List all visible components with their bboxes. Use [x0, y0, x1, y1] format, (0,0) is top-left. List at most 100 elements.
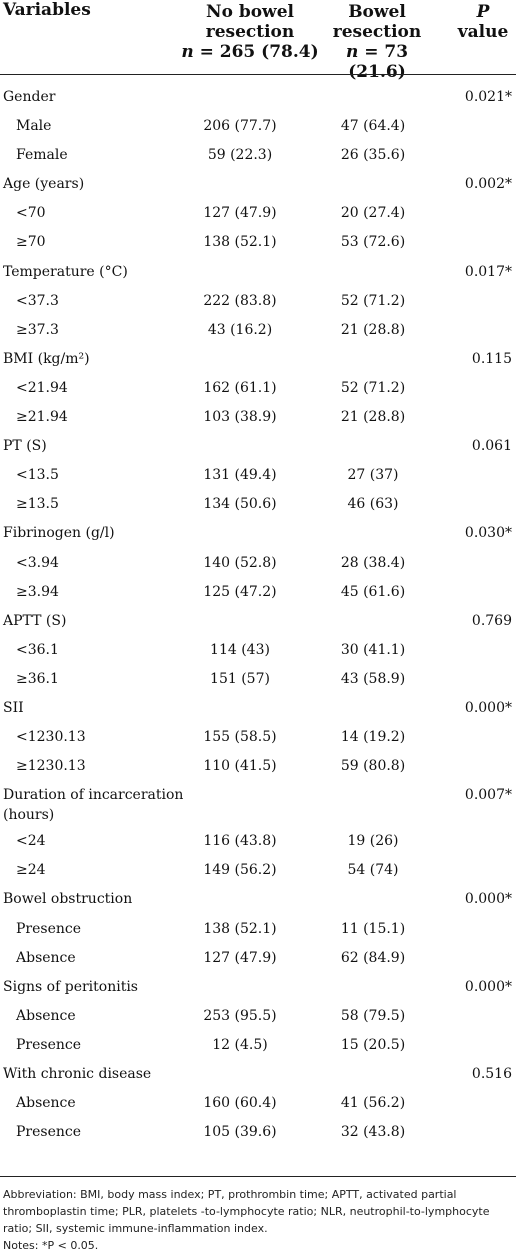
table-row: Signs of peritonitis 0.000* — [0, 973, 516, 1002]
cell-bowel-resection: 47 (64.4) — [340, 118, 406, 135]
row-label: Absence — [16, 949, 76, 966]
row-label: Gender — [3, 89, 56, 105]
cell-no-bowel-resection: 59 (22.3) — [207, 147, 273, 164]
cell-bowel-resection: 21 (28.8) — [340, 321, 406, 338]
cell-p-value: 0.061 — [471, 438, 512, 455]
table-row: Presence 138 (52.1) 11 (15.1) — [0, 915, 516, 944]
table-row: Female 59 (22.3) 26 (35.6) — [0, 141, 516, 170]
table-header: Variables No bowel resection n = 265 (78… — [0, 0, 516, 82]
table-row: Male 206 (77.7) 47 (64.4) — [0, 112, 516, 141]
row-label: ≥21.94 — [16, 409, 68, 426]
table-row: Bowel obstruction 0.000* — [0, 885, 516, 914]
cell-bowel-resection: 27 (37) — [347, 467, 399, 484]
cell-p-value: 0.115 — [471, 350, 512, 367]
cell-bowel-resection: 53 (72.6) — [340, 234, 406, 251]
table-row: APTT (S) 0.769 — [0, 607, 516, 636]
table-row: BMI (kg/m²) 0.115 — [0, 345, 516, 374]
cell-bowel-resection: 11 (15.1) — [340, 920, 406, 937]
table-row: <13.5 131 (49.4) 27 (37) — [0, 461, 516, 490]
cell-p-value: 0.516 — [471, 1066, 512, 1082]
header-col1-n: n = 265 (78.4) — [150, 42, 350, 62]
cell-bowel-resection: 54 (74) — [347, 862, 399, 879]
header-col2-line2: resection — [332, 22, 422, 42]
cell-no-bowel-resection: 105 (39.6) — [203, 1124, 277, 1141]
cell-p-value: 0.000* — [464, 699, 512, 716]
table-row: ≥21.94 103 (38.9) 21 (28.8) — [0, 403, 516, 432]
table-row: ≥70 138 (52.1) 53 (72.6) — [0, 228, 516, 257]
row-label: Presence — [16, 1124, 82, 1141]
header-col2-line1: Bowel — [348, 2, 406, 22]
table-row: ≥13.5 134 (50.6) 46 (63) — [0, 490, 516, 519]
table-row: <36.1 114 (43) 30 (41.1) — [0, 636, 516, 665]
header-no-bowel-resection: No bowel resection n = 265 (78.4) — [150, 2, 350, 62]
row-label: <3.94 — [16, 554, 59, 571]
cell-bowel-resection: 28 (38.4) — [340, 554, 406, 571]
row-label: ≥37.3 — [16, 321, 59, 338]
table-row: <3.94 140 (52.8) 28 (38.4) — [0, 549, 516, 578]
table-row: <37.3 222 (83.8) 52 (71.2) — [0, 287, 516, 316]
cell-bowel-resection: 32 (43.8) — [340, 1124, 406, 1141]
cell-no-bowel-resection: 253 (95.5) — [203, 1007, 277, 1024]
table-row: ≥37.3 43 (16.2) 21 (28.8) — [0, 316, 516, 345]
cell-no-bowel-resection: 162 (61.1) — [203, 379, 277, 396]
cell-p-value: 0.007* — [464, 787, 512, 804]
cell-no-bowel-resection: 110 (41.5) — [203, 758, 277, 775]
row-label: ≥24 — [16, 862, 46, 879]
table-row: Absence 127 (47.9) 62 (84.9) — [0, 944, 516, 973]
table-row: With chronic disease 0.516 — [0, 1060, 516, 1089]
header-col1-line2: resection — [205, 22, 295, 42]
cell-no-bowel-resection: 114 (43) — [210, 641, 270, 658]
cell-no-bowel-resection: 140 (52.8) — [203, 554, 277, 571]
header-variables: Variables — [3, 0, 91, 20]
cell-no-bowel-resection: 206 (77.7) — [203, 118, 277, 135]
row-label: ≥1230.13 — [16, 758, 86, 775]
table-row: ≥3.94 125 (47.2) 45 (61.6) — [0, 578, 516, 607]
row-label: Female — [16, 147, 68, 164]
cell-bowel-resection: 43 (58.9) — [340, 670, 406, 687]
footnote: Abbreviation: BMI, body mass index; PT, … — [3, 1186, 511, 1254]
cell-no-bowel-resection: 155 (58.5) — [203, 729, 277, 746]
table-row: <70 127 (47.9) 20 (27.4) — [0, 199, 516, 228]
cell-no-bowel-resection: 127 (47.9) — [203, 949, 277, 966]
table-row: Duration of incarceration (hours) 0.007* — [0, 781, 516, 827]
table-row: Absence 160 (60.4) 41 (56.2) — [0, 1089, 516, 1118]
cell-bowel-resection: 19 (26) — [347, 833, 399, 850]
cell-bowel-resection: 30 (41.1) — [340, 641, 406, 658]
cell-no-bowel-resection: 149 (56.2) — [203, 862, 277, 879]
cell-bowel-resection: 15 (20.5) — [340, 1036, 406, 1053]
cell-no-bowel-resection: 131 (49.4) — [203, 467, 277, 484]
table-body: Gender 0.021* Male 206 (77.7) 47 (64.4) Femal… — [0, 83, 516, 1147]
cell-p-value: 0.002* — [464, 176, 512, 193]
cell-bowel-resection: 52 (71.2) — [340, 292, 406, 309]
bottom-rule — [0, 1176, 516, 1177]
table-row: Presence 12 (4.5) 15 (20.5) — [0, 1031, 516, 1060]
header-col1-n-symbol: n — [181, 42, 194, 62]
header-col1-line1: No bowel — [206, 2, 294, 22]
cell-bowel-resection: 59 (80.8) — [340, 758, 406, 775]
cell-bowel-resection: 46 (63) — [347, 496, 399, 513]
row-label: <13.5 — [16, 467, 59, 484]
table-row: ≥24 149 (56.2) 54 (74) — [0, 856, 516, 885]
cell-no-bowel-resection: 138 (52.1) — [203, 920, 277, 937]
row-label: SII — [3, 699, 24, 716]
table-row: PT (S) 0.061 — [0, 432, 516, 461]
cell-p-value: 0.000* — [464, 978, 512, 995]
cell-no-bowel-resection: 12 (4.5) — [212, 1036, 268, 1053]
cell-bowel-resection: 58 (79.5) — [340, 1007, 406, 1024]
cell-p-value: 0.769 — [471, 612, 512, 629]
cell-no-bowel-resection: 125 (47.2) — [203, 583, 277, 600]
header-col2-n-value: = 73 (21.6) — [348, 42, 409, 82]
row-label: <36.1 — [16, 641, 59, 658]
cell-no-bowel-resection: 116 (43.8) — [203, 833, 277, 850]
table-row: ≥1230.13 110 (41.5) 59 (80.8) — [0, 752, 516, 781]
row-label: Age (years) — [3, 176, 85, 193]
cell-bowel-resection: 26 (35.6) — [340, 147, 406, 164]
table-row: ≥36.1 151 (57) 43 (58.9) — [0, 665, 516, 694]
header-p-label: value — [457, 22, 509, 42]
cell-bowel-resection: 21 (28.8) — [340, 409, 406, 426]
header-p-symbol: P — [476, 2, 490, 22]
table-row: Absence 253 (95.5) 58 (79.5) — [0, 1002, 516, 1031]
table-row: Age (years) 0.002* — [0, 170, 516, 199]
cell-no-bowel-resection: 151 (57) — [210, 670, 270, 687]
